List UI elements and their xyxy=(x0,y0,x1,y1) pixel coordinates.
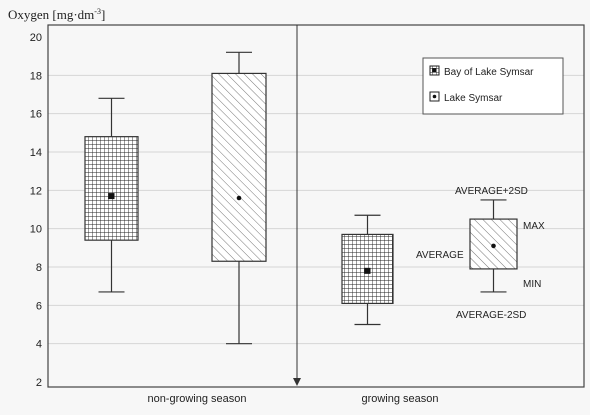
box-bay-of-lake-symsar-non-growing-season-box xyxy=(84,136,139,241)
box-lake-symsar-non-growing-season-average-marker xyxy=(236,195,242,201)
y-tick-label-16: 16 xyxy=(30,109,42,121)
y-tick-label-12: 12 xyxy=(30,185,42,197)
legend-label-bay-of-lake-symsar: Bay of Lake Symsar xyxy=(444,67,534,78)
key-label-max: MAX xyxy=(523,221,545,232)
y-tick-label-6: 6 xyxy=(36,300,42,312)
legend-box xyxy=(422,57,564,115)
legend-label-lake-symsar: Lake Symsar xyxy=(444,93,503,104)
key-box xyxy=(469,199,518,293)
legend-marker-dot xyxy=(432,94,437,99)
legend-marker-square xyxy=(432,68,437,73)
y-tick-label-4: 4 xyxy=(36,339,42,351)
box-bay-of-lake-symsar-growing-season-average-marker xyxy=(364,267,371,274)
box-lake-symsar-non-growing-season xyxy=(211,51,267,345)
y-tick-label-20: 20 xyxy=(30,32,42,44)
season-divider-arrowhead xyxy=(293,378,301,386)
key-label-min: MIN xyxy=(523,279,541,290)
y-tick-label-2: 2 xyxy=(36,377,42,389)
y-tick-label-10: 10 xyxy=(30,224,42,236)
legend: Bay of Lake Symsar Lake Symsar xyxy=(422,57,564,115)
box-plots xyxy=(84,51,518,345)
key-label-average-plus-2sd: AVERAGE+2SD xyxy=(455,186,528,197)
box-lake-symsar-non-growing-season-box xyxy=(211,72,267,262)
y-axis-label: Oxygen [mg·dm-3] xyxy=(8,7,105,22)
category-label-growing-season: growing season xyxy=(361,393,438,405)
box-key-diagram: AVERAGE+2SD MAX AVERAGE MIN AVERAGE-2SD xyxy=(416,186,545,321)
y-axis-ticks: 2 4 6 8 10 12 14 16 18 20 xyxy=(30,32,42,389)
y-axis-label-exponent: -3 xyxy=(94,7,101,16)
y-tick-label-18: 18 xyxy=(30,70,42,82)
box-bay-of-lake-symsar-non-growing-season xyxy=(84,97,139,293)
y-axis-label-close: ] xyxy=(101,7,105,22)
box-bay-of-lake-symsar-non-growing-season-average-marker xyxy=(108,193,115,200)
y-tick-label-14: 14 xyxy=(30,147,42,159)
category-label-non-growing-season: non-growing season xyxy=(147,393,246,405)
y-tick-label-8: 8 xyxy=(36,262,42,274)
key-label-average-minus-2sd: AVERAGE-2SD xyxy=(456,310,526,321)
box-bay-of-lake-symsar-growing-season xyxy=(341,214,394,326)
key-box-average-marker xyxy=(491,243,496,249)
key-label-average: AVERAGE xyxy=(416,250,464,261)
plot-frame xyxy=(47,24,585,388)
y-axis-label-main: Oxygen [mg·dm xyxy=(8,7,94,22)
